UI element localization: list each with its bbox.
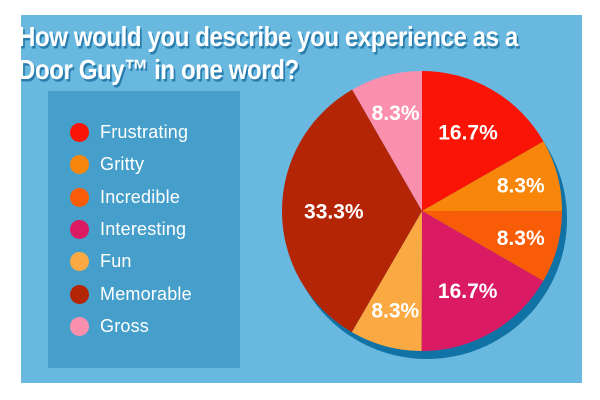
legend-label: Gritty: [100, 154, 145, 175]
chart-title-line1: How would you describe you experience as…: [18, 21, 518, 52]
legend-label: Interesting: [100, 218, 187, 239]
pie-slice-incredible: [422, 211, 562, 281]
pie-slice-value-label: 33.3%: [304, 200, 364, 223]
pie-chart: 16.7% 8.3% 8.3% 16.7% 8.3% 33.3% 8.3%: [282, 71, 567, 359]
chart-title-line2: Door Guy™ in one word?: [18, 54, 299, 85]
legend-swatch-icon: [70, 252, 89, 272]
chart-title: How would you describe you experience as…: [18, 20, 568, 86]
legend-swatch-icon: [70, 219, 89, 239]
legend-swatch-icon: [70, 155, 89, 175]
pie-slice-gritty: [422, 141, 563, 212]
pie-slice-frustrating: [422, 71, 544, 211]
legend-panel: Frustrating Gritty Incredible Interesting Fu…: [48, 91, 240, 368]
legend-item-memorable: Memorable: [70, 278, 240, 310]
legend-swatch-icon: [70, 284, 89, 304]
pie-slice-value-label: 16.7%: [438, 280, 498, 303]
legend-item-incredible: Incredible: [70, 181, 240, 213]
legend-item-frustrating: Frustrating: [70, 116, 240, 148]
pie-slice-gross: [352, 71, 422, 211]
legend-label: Gross: [100, 316, 150, 337]
pie-slice-value-label: 8.3%: [371, 299, 419, 322]
legend-swatch-icon: [70, 187, 89, 207]
legend-item-gritty: Gritty: [70, 149, 240, 181]
pie-chart-container: 16.7% 8.3% 8.3% 16.7% 8.3% 33.3% 8.3%: [272, 61, 572, 361]
pie-slice-value-label: 8.3%: [372, 102, 420, 125]
pie-slice-memorable: [282, 89, 422, 333]
pie-slice-interesting: [421, 211, 544, 352]
legend-item-interesting: Interesting: [70, 213, 240, 245]
legend-item-fun: Fun: [70, 246, 240, 278]
legend-swatch-icon: [70, 122, 89, 142]
legend-item-gross: Gross: [70, 310, 240, 342]
legend-swatch-icon: [70, 317, 89, 337]
legend-label: Fun: [100, 251, 132, 272]
pie-slice-value-label: 8.3%: [497, 174, 545, 197]
legend-label: Memorable: [100, 283, 192, 304]
legend-label: Frustrating: [100, 121, 189, 142]
legend-label: Incredible: [100, 186, 181, 207]
pie-slice-value-label: 16.7%: [438, 121, 498, 144]
pie-slice-fun: [351, 211, 422, 351]
pie-slice-value-label: 8.3%: [497, 227, 545, 250]
